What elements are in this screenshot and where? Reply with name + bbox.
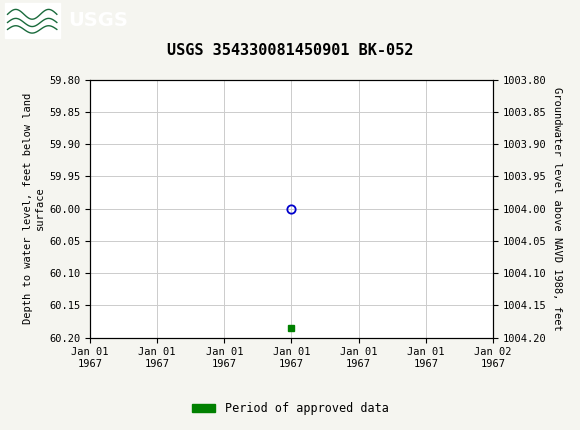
- Text: USGS 354330081450901 BK-052: USGS 354330081450901 BK-052: [167, 43, 413, 58]
- Y-axis label: Depth to water level, feet below land
surface: Depth to water level, feet below land su…: [23, 93, 45, 324]
- Text: USGS: USGS: [68, 11, 128, 30]
- Legend: Period of approved data: Period of approved data: [187, 397, 393, 420]
- Y-axis label: Groundwater level above NAVD 1988, feet: Groundwater level above NAVD 1988, feet: [552, 87, 562, 330]
- FancyBboxPatch shape: [5, 3, 60, 38]
